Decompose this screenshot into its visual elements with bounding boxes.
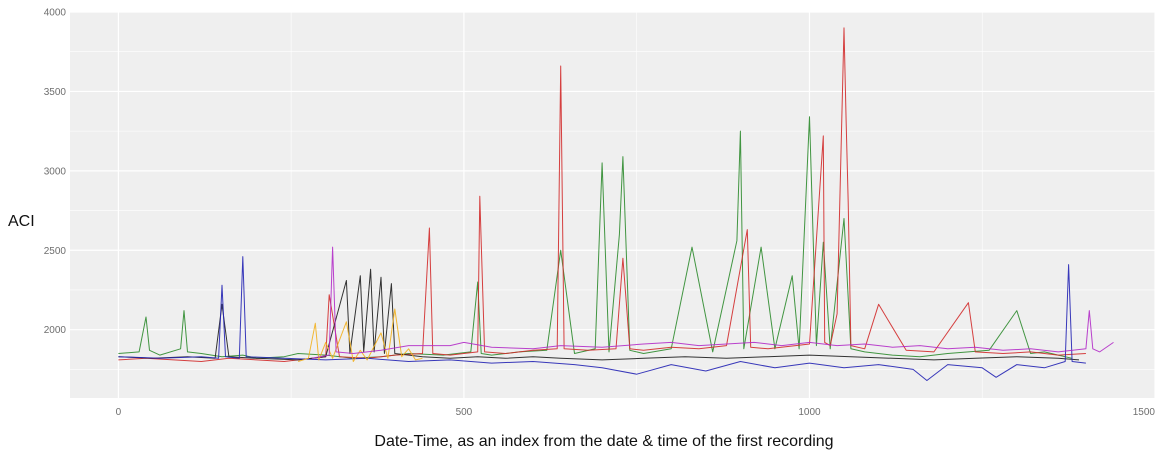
- series-line-3: [118, 268, 1080, 361]
- series-lines: [118, 27, 1114, 381]
- y-tick-label: 2000: [44, 325, 67, 336]
- x-axis-title: Date-Time, as an index from the date & t…: [374, 433, 833, 450]
- series-line-6: [311, 246, 1114, 359]
- y-tick-label: 4000: [44, 8, 67, 19]
- y-tick-label: 3000: [44, 166, 67, 177]
- tick-labels: 2000 2500 3000 3500 4000 0 500 1000 1500: [44, 8, 1156, 419]
- series-line-4: [118, 256, 1086, 381]
- y-tick-label: 3500: [44, 87, 67, 98]
- x-tick-label: 1500: [1133, 407, 1156, 418]
- x-tick-label: 500: [456, 407, 473, 418]
- plot-panel: [70, 12, 1155, 398]
- series-line-5: [297, 308, 423, 362]
- grid-lines: [70, 11, 1156, 398]
- x-tick-label: 1000: [798, 407, 821, 418]
- y-tick-label: 2500: [44, 246, 67, 257]
- x-tick-label: 0: [116, 407, 122, 418]
- y-axis-title: ACI: [8, 213, 35, 230]
